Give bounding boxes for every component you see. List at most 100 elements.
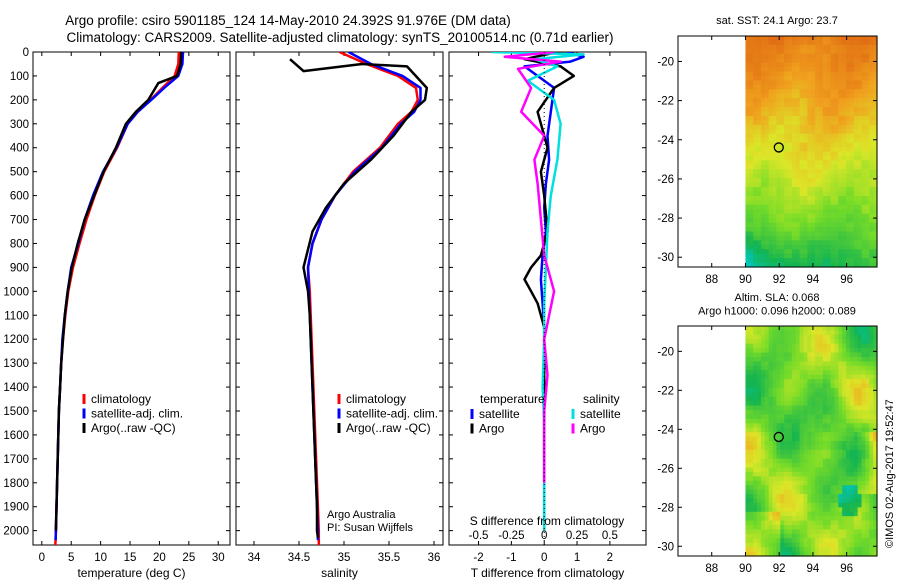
sst_map-cell (830, 253, 836, 259)
sst_map-cell (768, 155, 774, 161)
sst_map-cell (784, 253, 789, 259)
sst_map-cell (764, 147, 770, 153)
sla_map-cell (764, 551, 770, 557)
sst_map-cell (795, 107, 801, 113)
sst_map-cell (857, 49, 863, 55)
sst_map-cell (865, 173, 870, 179)
sla_map-cell (772, 542, 778, 548)
sst_map-cell (811, 204, 816, 210)
sst_map-cell (811, 138, 816, 144)
sst_map-cell (768, 62, 774, 68)
sst_map-cell (788, 40, 793, 46)
sla_map-cell (799, 511, 805, 517)
sla_map-cell (830, 494, 836, 500)
sla_map-cell (846, 330, 851, 336)
sst_map-cell (873, 191, 878, 197)
sst_map-cell (846, 209, 851, 215)
sst_map-cell (749, 67, 754, 73)
sla_map-cell (811, 356, 816, 362)
sst_map-cell (757, 40, 762, 46)
sst_map-cell (846, 249, 851, 255)
sla_map-cell (849, 511, 855, 517)
sst_map-cell (803, 169, 808, 175)
sst_map-cell (857, 222, 863, 228)
sst_map-cell (772, 155, 778, 161)
sla_map-cell (822, 392, 828, 398)
sst_map-cell (788, 124, 793, 130)
sla_map-cell (846, 370, 851, 376)
sla_map-cell (749, 348, 754, 354)
sst_map-cell (818, 115, 824, 121)
sla_map-cell (873, 361, 878, 367)
sst_map-cell (791, 84, 797, 90)
sla_map-cell (780, 410, 785, 416)
sla_map-cell (791, 551, 797, 557)
sla_map-cell (791, 410, 797, 416)
sla_map-cell (753, 436, 758, 442)
sst_map-cell (822, 209, 828, 215)
sla_map-cell (768, 454, 774, 460)
sla_map-cell (849, 330, 855, 336)
sst_map-cell (861, 195, 866, 201)
sla_map-cell (826, 423, 832, 429)
sla_map-cell (764, 348, 770, 354)
sla_map-cell (791, 383, 797, 389)
sla_map-cell (788, 542, 793, 548)
sla_map-cell (776, 533, 781, 539)
sst_map-cell (857, 93, 863, 99)
sst_map-cell (768, 98, 774, 104)
sla_map-ytick-label: -24 (657, 424, 674, 436)
sst_map-cell (784, 84, 789, 90)
sst_map-cell (842, 142, 847, 148)
sst_map-cell (780, 160, 785, 166)
sst_map-cell (826, 111, 832, 117)
sst_map-cell (776, 84, 781, 90)
sst_map-cell (807, 182, 812, 188)
sst_map-cell (815, 80, 820, 86)
sst_map-xtick-label: 94 (807, 274, 820, 286)
sst_map-cell (803, 98, 808, 104)
sla_map-cell (815, 348, 820, 354)
sla_map-cell (842, 410, 847, 416)
sla_map-cell (815, 441, 820, 447)
sla_map-cell (846, 343, 851, 349)
sst_map-cell (853, 169, 859, 175)
sla_map-cell (791, 533, 797, 539)
sla_map-cell (853, 348, 859, 354)
sla_map-cell (760, 480, 766, 486)
sst_map-cell (857, 160, 863, 166)
sla_map-cell (795, 432, 801, 438)
sla_map-cell (857, 339, 863, 345)
sla_map-cell (745, 387, 750, 393)
sst_map-cell (780, 231, 785, 237)
sla_map-cell (853, 418, 859, 424)
sst_map-cell (853, 107, 859, 113)
sst_map-cell (760, 133, 766, 139)
sla_map-cell (834, 436, 839, 442)
sst_map-cell (849, 93, 855, 99)
sla_map-cell (869, 330, 874, 336)
sst_map-cell (815, 129, 820, 135)
sst_map-cell (784, 160, 789, 166)
sla_map-cell (853, 520, 859, 526)
sla_map-cell (780, 356, 785, 362)
salinity-xtick-label: 36 (428, 552, 441, 564)
sla_map-cell (818, 498, 824, 504)
sst_map-cell (745, 155, 750, 161)
sst_map-cell (830, 204, 836, 210)
sla_map-cell (745, 392, 750, 398)
sla_map-cell (795, 383, 801, 389)
sst_map-cell (807, 169, 812, 175)
sla_map-cell (811, 401, 816, 407)
sst_map-cell (791, 44, 797, 50)
sla_map-cell (869, 516, 874, 522)
sst_map-cell (803, 53, 808, 59)
sla_map-cell (803, 427, 808, 433)
sst_map-cell (846, 75, 851, 82)
sst_map-cell (780, 244, 785, 250)
sla_map-cell (780, 418, 785, 424)
sla_map-cell (807, 418, 812, 424)
sst_map-cell (757, 249, 762, 255)
sst_map-cell (822, 53, 828, 59)
sst_map-cell (842, 227, 847, 233)
